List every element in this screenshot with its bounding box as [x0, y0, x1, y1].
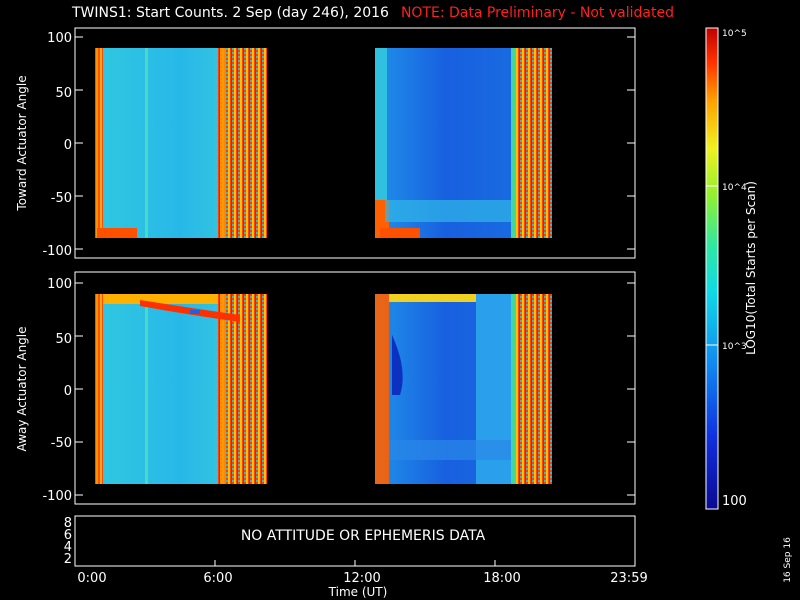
- middle-panel: 100 50 0 -50 -100 Away Actuator Angle: [15, 271, 636, 505]
- bottom-ytick-label: 8: [64, 516, 72, 531]
- colorbar-tick-label: 10^4: [722, 183, 747, 193]
- middle-panel-frame: [74, 271, 636, 505]
- bottom-ytick-label: 2: [64, 552, 72, 567]
- colorbar: 100 10^3 10^4 10^5 LOG10(Total Starts pe…: [705, 27, 758, 510]
- bottom-ytick-label: 4: [64, 540, 72, 555]
- xtick-label: 23:59: [610, 571, 647, 586]
- chart-title-line: TWINS1: Start Counts. 2 Sep (day 246), 2…: [72, 5, 674, 21]
- middle-ytick-label: 0: [64, 384, 72, 399]
- middle-ytick-label: 50: [55, 332, 72, 347]
- colorbar-label: LOG10(Total Starts per Scan): [744, 181, 758, 355]
- no-data-message: NO ATTITUDE OR EPHEMERIS DATA: [241, 528, 486, 544]
- middle-data-block-1: [95, 294, 267, 484]
- middle-ytick-label: 100: [47, 277, 72, 292]
- middle-ytick-label: -100: [42, 489, 72, 504]
- xtick-label: 6:00: [203, 571, 232, 586]
- colorbar-tick-label: 100: [722, 494, 747, 509]
- bottom-y-axis: 8 6 4 2: [64, 516, 72, 567]
- colorbar-gradient: [705, 27, 719, 510]
- x-axis-label: Time (UT): [328, 585, 388, 599]
- top-ytick-label: 50: [55, 86, 72, 101]
- xtick-label: 18:00: [483, 571, 520, 586]
- colorbar-tick-label: 10^5: [722, 29, 747, 39]
- top-ytick-label: 100: [47, 31, 72, 46]
- top-y-axis: 100 50 0 -50 -100: [42, 31, 635, 259]
- middle-ytick-label: -50: [51, 436, 72, 451]
- top-ytick-label: -50: [51, 191, 72, 206]
- date-stamp: 16 Sep 16: [783, 537, 793, 583]
- chart-title: TWINS1: Start Counts. 2 Sep (day 246), 2…: [72, 5, 389, 21]
- bottom-panel: 8 6 4 2 NO ATTITUDE OR EPHEMERIS DATA 0:…: [64, 515, 648, 599]
- middle-y-axis: 100 50 0 -50 -100: [42, 277, 635, 504]
- top-y-axis-label: Toward Actuator Angle: [15, 75, 29, 211]
- xtick-label: 12:00: [343, 571, 380, 586]
- top-ytick-label: -100: [42, 244, 72, 259]
- top-data-block-2: [375, 48, 552, 238]
- top-ytick-label: 0: [64, 138, 72, 153]
- bottom-ytick-label: 6: [64, 528, 72, 543]
- colorbar-tick-label: 10^3: [722, 342, 747, 352]
- xtick-label: 0:00: [77, 571, 106, 586]
- top-data-block-1: [95, 48, 267, 238]
- preliminary-note: NOTE: Data Preliminary - Not validated: [400, 5, 674, 21]
- top-panel: 100 50 0 -50 -100 Toward Actuator Angle: [15, 27, 636, 259]
- middle-data-block-2: [375, 294, 552, 484]
- middle-y-axis-label: Away Actuator Angle: [15, 326, 29, 451]
